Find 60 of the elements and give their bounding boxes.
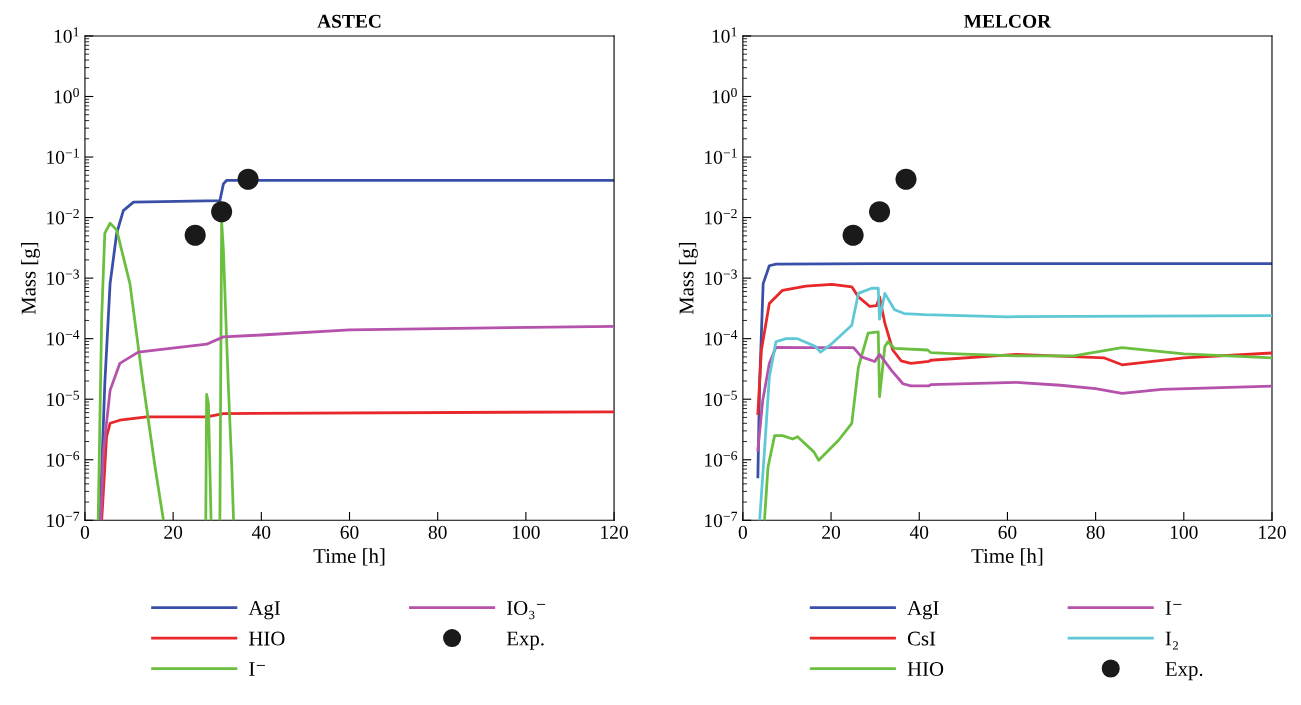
legend-label: HIO: [248, 631, 285, 646]
y-tick-label: 10$^{−1}$: [705, 148, 737, 164]
x-tick-label: 20: [822, 525, 841, 539]
x-tick-label: 0: [738, 525, 747, 539]
y-tick-label: 10$^{0}$: [54, 87, 79, 104]
point: [842, 224, 864, 246]
legend-label: CsI: [907, 631, 936, 646]
legend-label: AgI: [248, 601, 281, 620]
x-tick-label: 0: [80, 525, 90, 539]
legend-label: I⁻: [249, 662, 265, 676]
x-tick-label: 80: [428, 525, 447, 539]
x-axis-title: Time [h]: [971, 548, 1043, 566]
y-tick-label: 10$^{−2}$: [705, 208, 737, 225]
y-tick-label: 10$^{−7}$: [705, 511, 738, 528]
chart-title: MELCOR: [964, 14, 1052, 28]
chart-title: ASTEC: [317, 14, 381, 28]
x-tick-label: 40: [909, 525, 929, 539]
y-tick-label: 10$^{−6}$: [47, 451, 80, 467]
point: [895, 168, 917, 190]
x-tick-label: 120: [601, 525, 628, 539]
y-tick-label: 10$^{−4}$: [47, 330, 80, 346]
point: [184, 224, 206, 246]
x-tick-label: 60: [340, 525, 359, 539]
line-series: [99, 324, 615, 521]
legend-label: AgI: [907, 601, 939, 620]
y-axis-title: Mass [g]: [20, 242, 40, 315]
x-tick-label: 20: [164, 525, 183, 539]
y-tick-label: 10$^{−5}$: [705, 390, 737, 407]
x-tick-label: 100: [1170, 525, 1198, 539]
line-series: [756, 345, 1272, 452]
legend-label: I⁻: [1165, 601, 1182, 615]
legend-label: HIO: [907, 662, 944, 677]
legend-label: I₂: [1165, 631, 1178, 650]
x-axis-title: Time [h]: [313, 548, 385, 566]
y-tick-label: 10$^{−3}$: [705, 269, 737, 285]
y-tick-label: 10$^{−6}$: [705, 451, 738, 467]
line-series: [100, 410, 615, 521]
x-tick-label: 120: [1259, 525, 1286, 539]
y-tick-label: 10$^{−4}$: [705, 330, 738, 346]
y-tick-label: 10$^{1}$: [712, 27, 737, 43]
y-tick-label: 10$^{1}$: [54, 27, 79, 43]
y-tick-label: 10$^{−5}$: [47, 390, 80, 407]
legend-label: Exp.: [506, 631, 544, 650]
y-tick-label: 10$^{−2}$: [47, 208, 79, 225]
point: [211, 201, 233, 223]
y-tick-label: 10$^{−3}$: [47, 269, 80, 285]
x-tick-label: 80: [1086, 525, 1105, 539]
legend-label: IO₃⁻: [506, 601, 546, 620]
point: [237, 168, 259, 190]
point: [869, 201, 891, 223]
y-axis-title: Mass [g]: [678, 242, 698, 315]
y-tick-label: 10$^{0}$: [712, 87, 737, 104]
y-tick-label: 10$^{−1}$: [47, 148, 79, 164]
x-tick-label: 100: [513, 525, 540, 539]
x-tick-label: 60: [998, 525, 1017, 539]
legend-label: Exp.: [1165, 662, 1203, 681]
x-tick-label: 40: [251, 525, 271, 539]
line-series: [763, 330, 1272, 521]
y-tick-label: 10$^{−7}$: [47, 511, 80, 528]
line-series: [758, 286, 1272, 521]
